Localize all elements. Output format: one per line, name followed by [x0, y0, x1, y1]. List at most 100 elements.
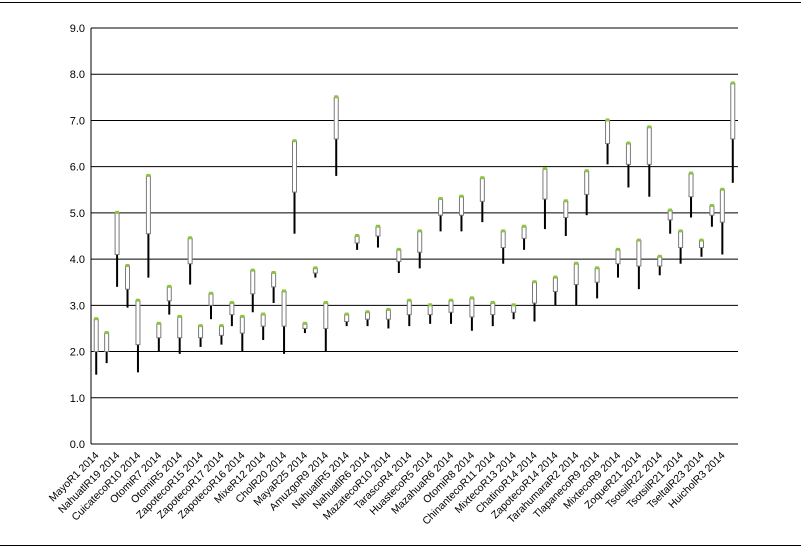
high-cap: [689, 171, 694, 175]
high-cap: [542, 166, 547, 170]
high-cap: [198, 324, 203, 328]
candle-body: [563, 200, 569, 219]
candle-body: [573, 263, 579, 286]
high-cap: [146, 173, 151, 177]
candle-body: [615, 249, 621, 265]
high-cap: [511, 303, 516, 307]
candle-body: [594, 267, 600, 283]
candle-body: [365, 311, 371, 320]
candle-body: [448, 300, 454, 313]
candle-body: [698, 240, 704, 249]
high-cap: [699, 238, 704, 242]
candle-body: [709, 205, 715, 216]
high-cap: [219, 324, 224, 328]
candle-body: [552, 277, 558, 292]
candle-body: [385, 309, 391, 320]
y-tick-label: 7.0: [70, 115, 85, 127]
candle-body: [271, 272, 277, 288]
candle-body: [187, 237, 193, 265]
candle-body: [479, 177, 485, 202]
high-cap: [209, 291, 214, 295]
high-cap: [229, 301, 234, 305]
high-cap: [355, 234, 360, 237]
high-cap: [584, 169, 589, 173]
candle-body: [417, 230, 423, 253]
candle-body: [333, 96, 339, 140]
high-cap: [626, 141, 631, 145]
high-cap: [375, 224, 380, 228]
candle-body: [145, 175, 151, 235]
high-cap: [657, 254, 662, 258]
candle-body: [427, 304, 433, 316]
high-cap: [302, 321, 307, 325]
high-cap: [678, 229, 683, 233]
candle-body: [291, 140, 297, 193]
candle-body: [458, 196, 464, 216]
high-cap: [668, 208, 673, 212]
high-cap: [125, 264, 130, 268]
candle-body: [156, 323, 162, 339]
y-tick-label: 0.0: [70, 439, 85, 451]
candle-body: [239, 316, 245, 334]
high-cap: [386, 307, 391, 311]
high-cap: [615, 247, 620, 251]
candle-body: [730, 82, 736, 140]
candle-body: [344, 314, 350, 323]
high-cap: [104, 331, 109, 335]
candle-body: [125, 265, 131, 290]
high-cap: [156, 321, 161, 325]
high-cap: [334, 95, 339, 99]
high-cap: [563, 199, 568, 203]
candle-body: [93, 318, 99, 353]
candle-body: [208, 293, 214, 306]
high-cap: [323, 301, 328, 305]
high-cap: [177, 314, 182, 318]
candle-body: [657, 256, 663, 267]
high-cap: [490, 301, 495, 305]
high-cap: [250, 268, 255, 272]
high-cap: [396, 247, 401, 251]
high-cap: [595, 266, 600, 270]
high-cap: [636, 238, 641, 242]
y-tick-label: 2.0: [70, 347, 85, 359]
high-cap: [501, 229, 506, 233]
candle-body: [646, 126, 652, 165]
high-cap: [188, 236, 193, 240]
high-cap: [365, 310, 370, 314]
y-tick-label: 5.0: [70, 208, 85, 220]
candle-body: [532, 281, 538, 304]
candle-body: [469, 297, 475, 318]
candle-body: [166, 286, 172, 302]
high-cap: [407, 298, 412, 302]
high-cap: [709, 203, 714, 207]
y-tick-label: 8.0: [70, 69, 85, 81]
high-cap: [94, 317, 99, 321]
bottom-rule: [0, 545, 801, 546]
candle-body: [438, 198, 444, 216]
high-cap: [459, 194, 464, 198]
high-cap: [574, 261, 579, 265]
high-cap: [720, 187, 725, 191]
candle-body: [114, 212, 120, 255]
top-rule: [0, 2, 801, 3]
high-cap: [240, 314, 245, 318]
candle-body: [605, 119, 611, 145]
high-cap: [313, 266, 318, 270]
y-tick-label: 3.0: [70, 300, 85, 312]
y-tick-label: 1.0: [70, 393, 85, 405]
candle-body: [198, 325, 204, 339]
candle-body: [354, 235, 360, 244]
candle-body: [511, 304, 517, 313]
candle-body: [490, 302, 496, 316]
candle-body: [229, 302, 235, 316]
candle-body: [104, 332, 110, 353]
high-cap: [428, 303, 433, 307]
high-cap: [261, 312, 266, 316]
high-cap: [522, 224, 527, 228]
candle-body: [688, 173, 694, 198]
high-cap: [292, 139, 297, 143]
candle-body: [625, 143, 631, 165]
y-tick-label: 4.0: [70, 254, 85, 266]
candle-body: [281, 290, 287, 327]
candle-body: [250, 270, 256, 295]
